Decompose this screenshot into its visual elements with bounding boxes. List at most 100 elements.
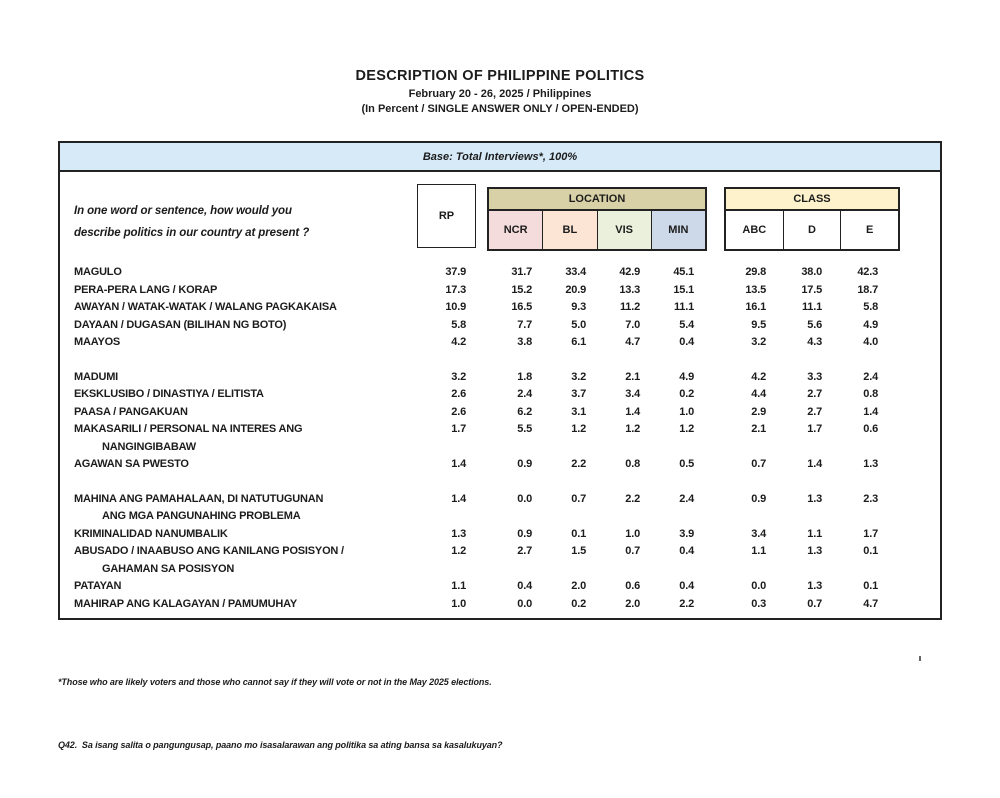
row-label: MADUMI: [74, 370, 119, 383]
value-cell: 2.0: [571, 580, 586, 592]
survey-question-line1: In one word or sentence, how would you: [74, 205, 292, 217]
value-cell: 1.5: [571, 545, 586, 557]
value-cell: 0.1: [863, 545, 878, 557]
value-cell: 42.9: [619, 266, 640, 278]
value-cell: 20.9: [565, 283, 586, 296]
value-cell: 1.4: [863, 405, 878, 418]
value-cell: 2.3: [863, 492, 878, 505]
value-cell: 4.7: [625, 336, 640, 348]
value-cell: 2.4: [679, 492, 694, 505]
value-cell: 38.0: [801, 266, 822, 278]
value-cell: 3.7: [571, 388, 586, 400]
value-cell: 0.7: [571, 492, 586, 505]
value-cell: 0.7: [751, 458, 766, 470]
table-body: MAGULO 37.9 31.7 33.4 42.9 45.1 29.8 38.0 42.3 PE…: [60, 258, 940, 613]
value-cell: 1.2: [679, 423, 694, 435]
survey-table: Base: Total Interviews*, 100% In one wor…: [58, 141, 942, 620]
value-cell: 2.2: [679, 597, 694, 610]
value-cell: 13.3: [619, 283, 640, 296]
column-header-abc: ABC: [726, 211, 784, 249]
column-header-vis: VIS: [597, 211, 652, 249]
value-cell: 1.4: [807, 458, 822, 470]
location-subheaders: NCR BL VIS MIN: [489, 211, 705, 249]
value-cell: 1.0: [679, 405, 694, 418]
table-row: AWAYAN / WATAK-WATAK / WALANG PAGKAKAISA…: [60, 299, 940, 317]
value-cell: 6.2: [517, 405, 532, 418]
row-label: DAYAAN / DUGASAN (BILIHAN NG BOTO): [74, 318, 287, 331]
row-label: ABUSADO / INAABUSO ANG KANILANG POSISYON…: [74, 545, 344, 575]
location-group: LOCATION NCR BL VIS MIN: [487, 187, 707, 251]
stray-mark: [919, 656, 921, 661]
value-cell: 1.4: [625, 405, 640, 418]
value-cell: 2.6: [451, 405, 466, 418]
value-cell: 11.1: [801, 301, 822, 313]
value-cell: 2.6: [451, 388, 466, 400]
row-label: AWAYAN / WATAK-WATAK / WALANG PAGKAKAISA: [74, 301, 337, 313]
value-cell: 2.2: [571, 458, 586, 470]
value-cell: 0.6: [863, 423, 878, 435]
value-cell: 2.4: [517, 388, 532, 400]
value-cell: 1.7: [807, 423, 822, 435]
value-cell: 0.2: [571, 597, 586, 610]
value-cell: 1.3: [863, 458, 878, 470]
value-cell: 18.7: [857, 283, 878, 296]
value-cell: 1.3: [807, 580, 822, 592]
value-cell: 0.0: [517, 492, 532, 505]
value-cell: 3.2: [751, 336, 766, 348]
value-cell: 0.9: [751, 492, 766, 505]
value-cell: 0.5: [679, 458, 694, 470]
value-cell: 3.2: [451, 370, 466, 383]
value-cell: 1.1: [451, 580, 466, 592]
value-cell: 1.8: [517, 370, 532, 383]
value-cell: 0.0: [517, 597, 532, 610]
column-header-e: E: [866, 224, 874, 236]
value-cell: 3.3: [807, 370, 822, 383]
class-group: CLASS ABC D E: [724, 187, 900, 251]
value-cell: 9.3: [571, 301, 586, 313]
value-cell: 29.8: [745, 266, 766, 278]
value-cell: 0.4: [517, 580, 532, 592]
report-subtitle-method: (In Percent / SINGLE ANSWER ONLY / OPEN-…: [361, 103, 639, 115]
table-row: PERA-PERA LANG / KORAP 17.3 15.2 20.9 13.3 15…: [60, 282, 940, 300]
report-page: DESCRIPTION OF PHILIPPINE POLITICS Febru…: [58, 68, 942, 750]
row-label: MAHINA ANG PAMAHALAAN, DI NATUTUGUNAN ANG…: [74, 492, 324, 523]
table-row: ABUSADO / INAABUSO ANG KANILANG POSISYON…: [60, 543, 940, 578]
value-cell: 3.2: [571, 370, 586, 383]
value-cell: 2.1: [625, 370, 640, 383]
report-subtitle-date: February 20 - 26, 2025 / Philippines: [408, 88, 592, 100]
footnote-likely-voters: *Those who are likely voters and those w…: [58, 677, 492, 687]
table-row: MAKASARILI / PERSONAL NA INTERES ANG NANG…: [60, 421, 940, 456]
table-row: DAYAAN / DUGASAN (BILIHAN NG BOTO) 5.8 7.7…: [60, 317, 940, 335]
value-cell: 3.1: [571, 405, 586, 418]
value-cell: 1.1: [751, 545, 766, 557]
row-label: PERA-PERA LANG / KORAP: [74, 283, 218, 296]
value-cell: 17.3: [445, 283, 466, 296]
value-cell: 4.9: [679, 370, 694, 383]
value-cell: 3.4: [625, 388, 640, 400]
row-label: MAKASARILI / PERSONAL NA INTERES ANG NANG…: [74, 423, 303, 453]
value-cell: 2.7: [807, 405, 822, 418]
class-group-header: CLASS: [726, 189, 898, 211]
value-cell: 15.1: [673, 283, 694, 296]
value-cell: 1.4: [451, 492, 466, 505]
value-cell: 1.7: [451, 423, 466, 435]
value-cell: 16.5: [511, 301, 532, 313]
table-row: MAHINA ANG PAMAHALAAN, DI NATUTUGUNAN ANG…: [60, 491, 940, 526]
value-cell: 3.4: [751, 527, 766, 540]
value-cell: 2.4: [863, 370, 878, 383]
value-cell: 31.7: [511, 266, 532, 278]
value-cell: 17.5: [801, 283, 822, 296]
value-cell: 10.9: [445, 301, 466, 313]
row-label: PAASA / PANGAKUAN: [74, 405, 188, 418]
value-cell: 2.1: [751, 423, 766, 435]
value-cell: 0.4: [679, 545, 694, 557]
value-cell: 5.4: [679, 318, 694, 331]
value-cell: 0.4: [679, 336, 694, 348]
value-cell: 1.3: [807, 492, 822, 505]
value-cell: 1.1: [807, 527, 822, 540]
value-cell: 2.7: [517, 545, 532, 557]
column-header-min: MIN: [651, 211, 705, 249]
value-cell: 2.0: [625, 597, 640, 610]
value-cell: 0.7: [625, 545, 640, 557]
row-label: MAHIRAP ANG KALAGAYAN / PAMUMUHAY: [74, 597, 297, 610]
